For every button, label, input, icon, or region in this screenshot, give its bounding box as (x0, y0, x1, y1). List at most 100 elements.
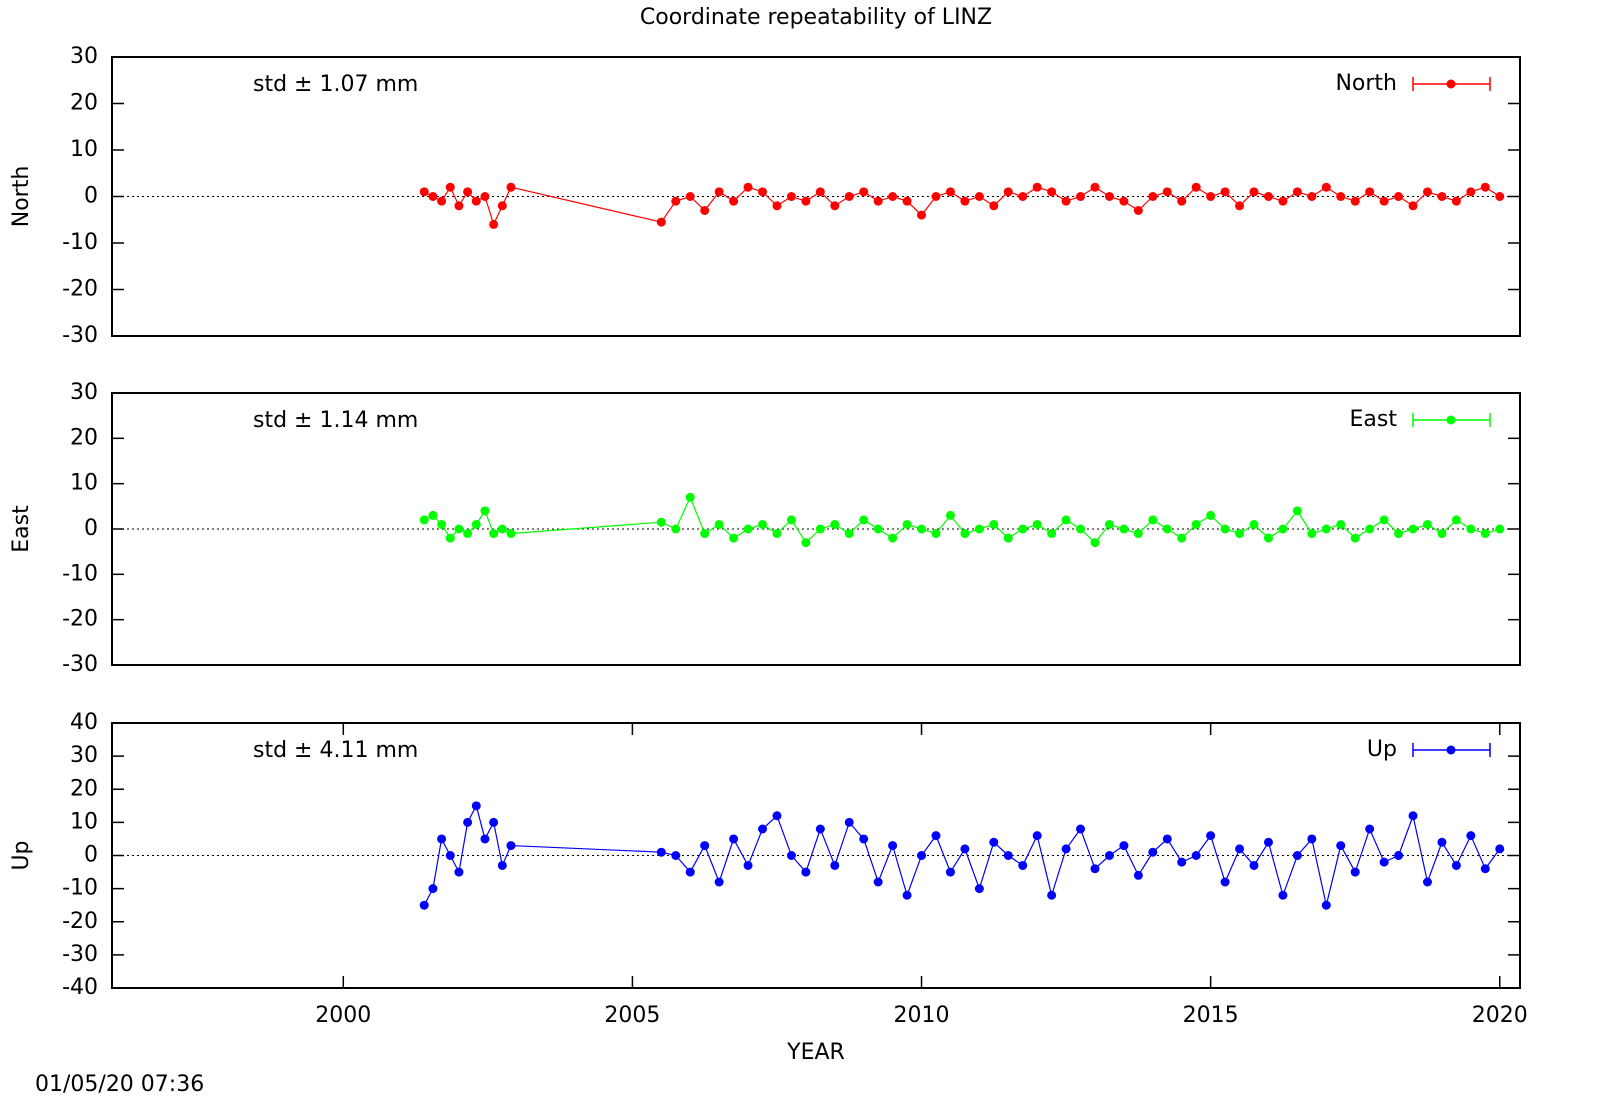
data-point (445, 182, 455, 192)
data-point (419, 515, 429, 525)
data-point (1422, 877, 1432, 887)
legend-label: Up (1367, 737, 1397, 762)
data-point (917, 851, 927, 860)
data-point (1133, 205, 1143, 215)
data-point (1220, 524, 1230, 534)
data-point (497, 524, 507, 534)
annotation: std ± 1.14 mm (253, 408, 418, 433)
data-point (873, 524, 883, 534)
data-point (1350, 867, 1360, 877)
data-point (1249, 187, 1259, 197)
data-point (471, 196, 481, 206)
data-point (1495, 524, 1505, 534)
data-point (463, 187, 473, 197)
data-point (656, 517, 666, 527)
data-point (1394, 192, 1404, 201)
data-point (1177, 857, 1187, 867)
data-point (945, 510, 955, 520)
data-point (437, 519, 447, 529)
data-point (1365, 524, 1375, 534)
data-point (1379, 857, 1389, 867)
y-axis-label: East (9, 505, 34, 553)
data-point (844, 192, 854, 201)
data-point (960, 529, 970, 539)
data-point (1437, 192, 1447, 201)
data-point (1162, 187, 1172, 197)
data-point (1235, 529, 1245, 539)
data-point (1408, 524, 1418, 534)
data-point (1263, 533, 1273, 543)
data-point (480, 506, 490, 516)
data-point (815, 824, 825, 834)
data-point (437, 196, 447, 206)
data-point (1307, 192, 1317, 201)
data-point (1162, 834, 1172, 844)
data-point (1480, 182, 1490, 192)
data-point (1365, 187, 1375, 197)
data-point (945, 187, 955, 197)
y-tick-label: -30 (62, 652, 98, 677)
data-point (1191, 851, 1201, 860)
data-point (1076, 824, 1086, 834)
data-point (1480, 529, 1490, 539)
data-point (1032, 831, 1042, 841)
data-point (419, 900, 429, 910)
data-point (1148, 847, 1158, 857)
data-point (1235, 201, 1245, 211)
data-point (454, 524, 464, 534)
data-point (1061, 196, 1071, 206)
data-point (729, 834, 739, 844)
data-point (480, 834, 490, 844)
x-tick-label: 2010 (894, 1003, 950, 1028)
y-axis-label: North (9, 166, 34, 228)
data-point (960, 844, 970, 854)
plot-frame (111, 722, 1521, 989)
data-point (1451, 860, 1461, 870)
data-point (844, 529, 854, 539)
y-tick-label: 20 (70, 425, 98, 450)
data-point (1076, 192, 1086, 201)
data-point (489, 529, 499, 539)
data-point (1466, 524, 1476, 534)
data-point (1466, 831, 1476, 841)
data-point (902, 196, 912, 206)
y-tick-label: -20 (62, 607, 98, 632)
y-tick-label: 0 (84, 516, 98, 541)
data-point (945, 867, 955, 877)
data-point (506, 841, 516, 851)
data-point (974, 192, 984, 201)
data-point (1350, 196, 1360, 206)
y-tick-label: 30 (70, 44, 98, 69)
data-point (1076, 524, 1086, 534)
data-point (830, 519, 840, 529)
data-point (1379, 196, 1389, 206)
data-point (1292, 506, 1302, 516)
data-point (1148, 515, 1158, 525)
data-point (700, 841, 710, 851)
data-point (714, 187, 724, 197)
plot-frame (111, 392, 1521, 666)
data-point (1437, 837, 1447, 847)
data-point (974, 524, 984, 534)
data-point (1090, 864, 1100, 874)
y-tick-label: 0 (84, 184, 98, 209)
y-tick-label: 30 (70, 380, 98, 405)
data-point (1162, 524, 1172, 534)
data-point (1206, 510, 1216, 520)
data-point (1047, 890, 1057, 900)
x-tick-label: 2000 (315, 1003, 371, 1028)
x-tick-label: 2015 (1183, 1003, 1239, 1028)
data-point (1090, 538, 1100, 548)
annotation: std ± 4.11 mm (253, 738, 418, 763)
data-point (917, 524, 927, 534)
data-point (1249, 860, 1259, 870)
data-point (902, 890, 912, 900)
data-point (1451, 196, 1461, 206)
data-point (1220, 187, 1230, 197)
data-point (1480, 864, 1490, 874)
chart-title: Coordinate repeatability of LINZ (640, 5, 992, 30)
data-point (1394, 529, 1404, 539)
data-point (1061, 515, 1071, 525)
data-point (1307, 834, 1317, 844)
y-tick-label: -10 (62, 561, 98, 586)
